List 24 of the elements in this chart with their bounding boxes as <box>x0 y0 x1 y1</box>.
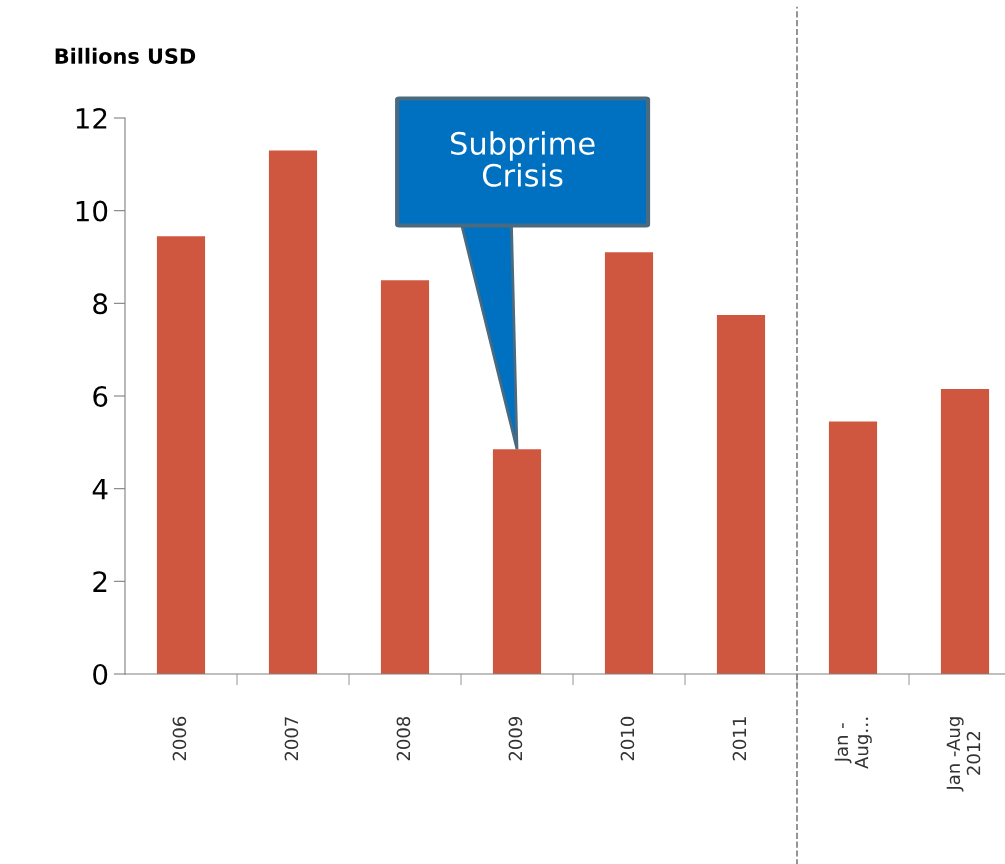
y-tick-label: 12 <box>76 107 107 129</box>
bar <box>716 314 766 674</box>
x-tick-label: 2007 <box>284 717 299 761</box>
bar <box>828 421 878 674</box>
bar <box>268 150 318 674</box>
x-tick-label: 2006 <box>172 716 187 761</box>
y-axis-title: Billions USD <box>55 47 196 64</box>
bar <box>604 252 654 674</box>
y-tick-label: 2 <box>93 571 107 592</box>
bar <box>156 236 206 674</box>
bar <box>380 280 430 674</box>
x-tick-label: 2010 <box>620 716 635 761</box>
y-tick-label: 6 <box>93 385 108 407</box>
bar <box>940 389 990 674</box>
y-tick-label: 8 <box>93 293 108 315</box>
x-tick-label: 2011 <box>732 717 747 761</box>
y-tick-label: 10 <box>76 200 108 222</box>
annotation: Subprime Crisis <box>451 131 595 187</box>
x-tick-label: Jan -Aug 2012 <box>946 717 981 792</box>
x-tick-label: Jan - Aug… <box>834 717 872 769</box>
x-tick-label: 2009 <box>508 716 523 761</box>
y-tick-label: 0 <box>93 663 108 685</box>
y-tick-label: 4 <box>92 478 108 500</box>
x-tick-label: 2008 <box>396 716 411 761</box>
